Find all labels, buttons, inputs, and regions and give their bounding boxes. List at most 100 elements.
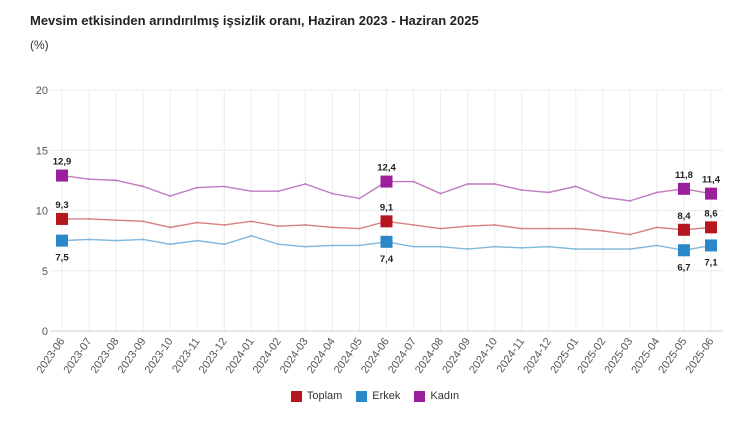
data-marker — [677, 182, 690, 195]
data-point — [601, 196, 604, 199]
data-point — [88, 217, 91, 220]
data-point — [520, 189, 523, 192]
y-tick-label: 15 — [36, 145, 48, 157]
legend-label: Toplam — [306, 390, 343, 402]
data-point — [466, 225, 469, 228]
data-label: 7,5 — [55, 253, 69, 264]
data-point — [493, 182, 496, 185]
y-tick-label: 5 — [42, 266, 48, 278]
data-point — [331, 226, 334, 229]
legend-item[interactable]: Kadın — [414, 390, 459, 402]
data-marker — [677, 223, 690, 236]
data-point — [439, 245, 442, 248]
data-marker — [56, 212, 68, 225]
data-label: 7,4 — [380, 254, 394, 265]
data-label: 11,8 — [675, 170, 693, 181]
data-point — [655, 226, 658, 229]
data-point — [628, 199, 631, 202]
data-point — [358, 227, 361, 230]
legend: Toplam Erkek Kadın — [0, 390, 750, 402]
data-point — [574, 227, 577, 230]
y-tick-label: 0 — [42, 326, 48, 338]
data-label: 9,3 — [55, 200, 68, 211]
data-marker — [705, 239, 717, 252]
data-marker — [380, 235, 393, 248]
data-label: 7,1 — [704, 257, 718, 268]
data-point — [304, 245, 307, 248]
data-label: 11,4 — [702, 175, 721, 186]
data-point — [115, 239, 118, 242]
data-point — [331, 244, 334, 247]
data-point — [304, 223, 307, 226]
data-point — [250, 190, 253, 193]
data-point — [88, 178, 91, 181]
data-point — [547, 191, 550, 194]
data-point — [520, 227, 523, 230]
data-label: 6,7 — [677, 262, 690, 273]
y-tick-label: 10 — [36, 206, 48, 218]
legend-item[interactable]: Toplam — [290, 390, 343, 402]
data-point — [574, 248, 577, 251]
data-point — [547, 245, 550, 248]
data-point — [412, 245, 415, 248]
data-point — [142, 185, 145, 188]
data-point — [358, 197, 361, 200]
data-point — [412, 180, 415, 183]
data-point — [169, 226, 172, 229]
data-point — [466, 182, 469, 185]
data-label: 8,4 — [677, 211, 691, 222]
data-marker — [56, 234, 68, 247]
data-point — [223, 243, 226, 246]
y-tick-label: 20 — [36, 85, 48, 97]
data-point — [439, 192, 442, 195]
data-point — [223, 223, 226, 226]
data-point — [223, 185, 226, 188]
data-marker — [56, 169, 68, 182]
data-point — [115, 219, 118, 222]
legend-swatch — [356, 390, 368, 402]
data-point — [277, 225, 280, 228]
data-label: 12,4 — [377, 163, 396, 174]
data-label: 12,9 — [53, 157, 72, 168]
data-point — [493, 245, 496, 248]
data-point — [142, 220, 145, 223]
data-point — [547, 227, 550, 230]
data-point — [88, 238, 91, 241]
legend-label: Erkek — [372, 390, 401, 402]
data-point — [115, 179, 118, 182]
data-marker — [677, 244, 690, 257]
data-point — [601, 229, 604, 232]
legend-swatch — [414, 390, 426, 402]
data-point — [466, 248, 469, 251]
data-point — [277, 243, 280, 246]
data-marker — [380, 215, 393, 228]
data-point — [520, 246, 523, 249]
chart-title: Mevsim etkisinden arındırılmış işsizlik … — [30, 13, 479, 28]
x-tick-label: 2025-06 — [683, 336, 716, 376]
data-point — [304, 182, 307, 185]
legend-label: Kadın — [430, 390, 460, 402]
data-point — [169, 195, 172, 198]
data-point — [250, 220, 253, 223]
data-point — [628, 233, 631, 236]
data-point — [358, 244, 361, 247]
data-point — [628, 248, 631, 251]
legend-item[interactable]: Erkek — [356, 390, 400, 402]
data-point — [277, 190, 280, 193]
data-point — [196, 239, 199, 242]
data-point — [169, 243, 172, 246]
data-point — [331, 192, 334, 195]
data-point — [196, 186, 199, 189]
data-point — [439, 227, 442, 230]
data-point — [574, 185, 577, 188]
data-point — [196, 221, 199, 224]
data-point — [493, 223, 496, 226]
legend-swatch — [290, 390, 302, 402]
data-marker — [705, 221, 717, 234]
data-point — [412, 223, 415, 226]
data-label: 8,6 — [704, 208, 717, 219]
data-marker — [380, 175, 393, 188]
y-axis-unit-label: (%) — [30, 38, 49, 52]
data-point — [142, 238, 145, 241]
